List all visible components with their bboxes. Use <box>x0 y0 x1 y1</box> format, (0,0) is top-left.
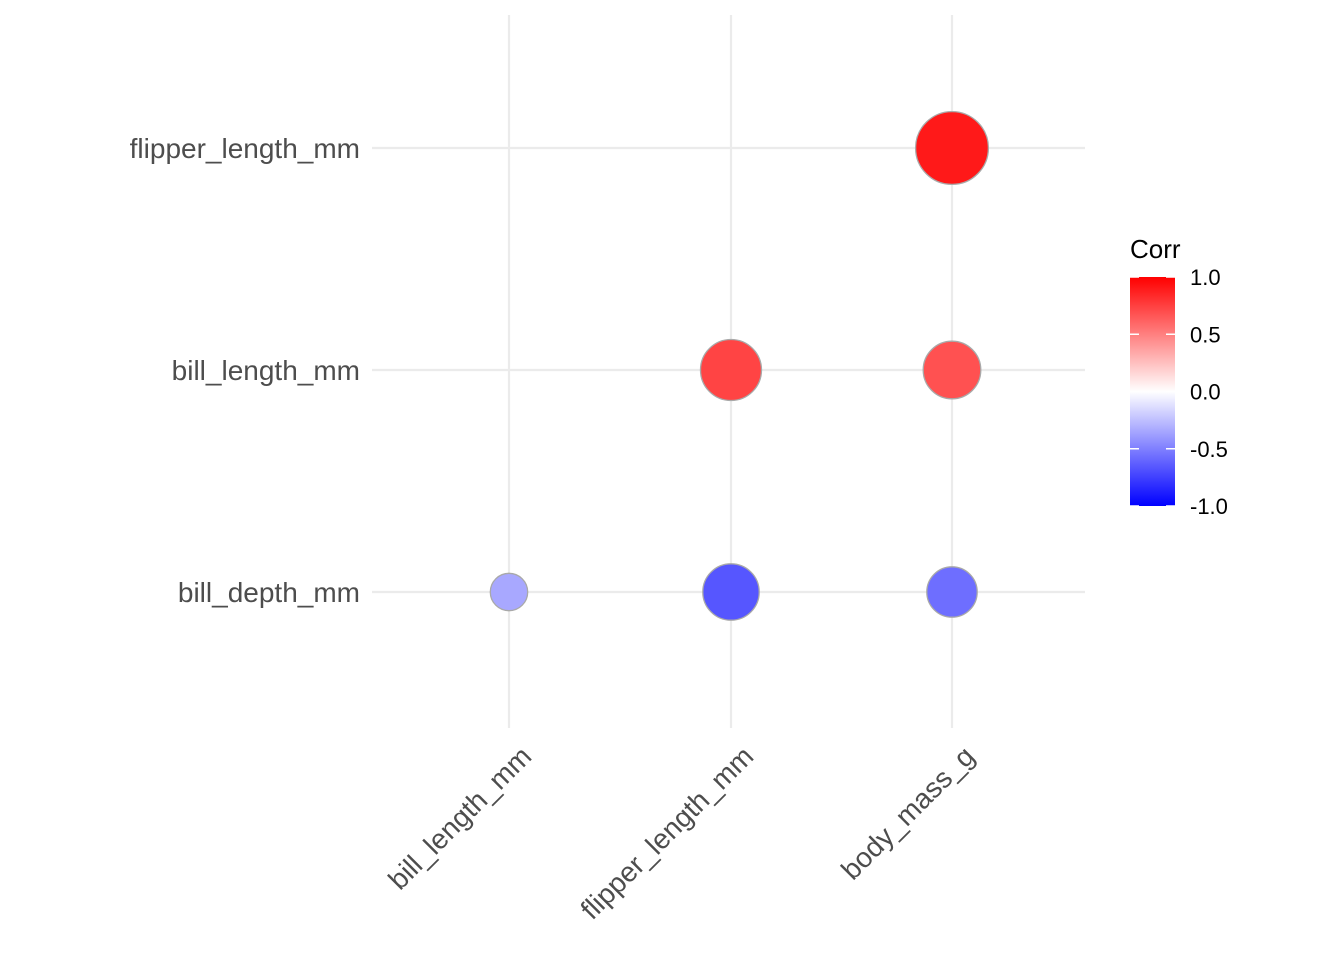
legend-tick-label-minus-1-0: -1.0 <box>1190 494 1228 519</box>
x-tick-label-body-mass-g: body_mass_g <box>835 740 980 885</box>
point-flipper-length-mm-vs-bill-depth-mm <box>702 563 760 621</box>
point-flipper-length-mm-vs-bill-length-mm <box>699 338 763 402</box>
x-tick-label-bill-length-mm: bill_length_mm <box>382 740 537 895</box>
point-body-mass-g-vs-bill-depth-mm <box>926 566 978 618</box>
y-axis: bill_depth_mm bill_length_mm flipper_lengt… <box>130 133 360 608</box>
point-body-mass-g-vs-bill-length-mm <box>922 340 982 400</box>
legend-tick-label-minus-0-5: -0.5 <box>1190 437 1228 462</box>
legend-title: Corr <box>1130 234 1181 264</box>
legend-tick-label-0-0: 0.0 <box>1190 380 1221 405</box>
y-tick-label-bill-depth-mm: bill_depth_mm <box>178 577 360 608</box>
legend: Corr 1.0 0.5 0.0 -0.5 -1.0 <box>1130 234 1228 519</box>
y-tick-label-bill-length-mm: bill_length_mm <box>172 355 360 386</box>
points-layer <box>489 110 990 621</box>
y-tick-label-flipper-length-mm: flipper_length_mm <box>130 133 360 164</box>
legend-ticks: 1.0 0.5 0.0 -0.5 -1.0 <box>1130 265 1228 519</box>
legend-tick-label-0-5: 0.5 <box>1190 322 1221 347</box>
point-bill-length-mm-vs-bill-depth-mm <box>489 572 529 612</box>
point-body-mass-g-vs-flipper-length-mm <box>914 110 990 186</box>
legend-tick-label-1-0: 1.0 <box>1190 265 1221 290</box>
x-tick-label-flipper-length-mm: flipper_length_mm <box>575 740 760 925</box>
x-axis: bill_length_mm flipper_length_mm body_mass… <box>382 740 980 925</box>
